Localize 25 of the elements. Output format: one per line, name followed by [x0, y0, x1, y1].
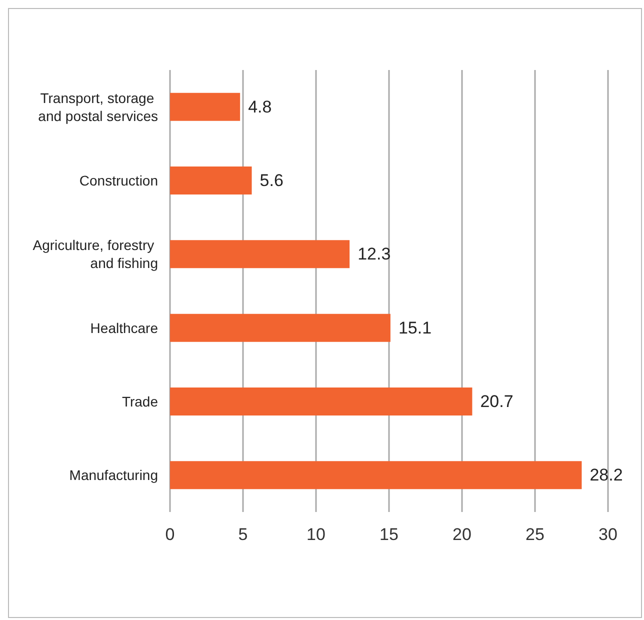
- data-label: 20.7: [480, 392, 514, 411]
- bar: [170, 240, 350, 268]
- data-label: 12.3: [358, 244, 391, 264]
- bar: [170, 92, 240, 121]
- y-tick-label: Trade: [122, 394, 158, 410]
- data-label: 4.8: [248, 97, 272, 116]
- x-tick-label: 0: [165, 525, 175, 544]
- y-tick-label: Manufacturing: [69, 467, 158, 484]
- x-tick-label: 30: [598, 525, 618, 544]
- x-tick-label: 5: [238, 525, 248, 544]
- y-tick-label: Transport, storage and postal services: [38, 90, 158, 124]
- bar: [170, 314, 390, 342]
- data-label: 15.1: [398, 318, 432, 338]
- y-tick-label: Construction: [79, 172, 158, 188]
- data-label: 28.2: [590, 466, 623, 485]
- x-tick-label: 20: [452, 525, 472, 544]
- bar: [170, 388, 472, 416]
- x-tick-label: 25: [526, 525, 544, 544]
- bar: [170, 166, 252, 194]
- y-tick-label: Agriculture, forestry and fishing: [32, 237, 158, 272]
- x-tick-label: 15: [380, 525, 398, 544]
- data-label: 5.6: [260, 171, 284, 190]
- bar: [170, 461, 582, 490]
- y-tick-label: Healthcare: [90, 320, 158, 336]
- x-tick-label: 10: [306, 525, 326, 544]
